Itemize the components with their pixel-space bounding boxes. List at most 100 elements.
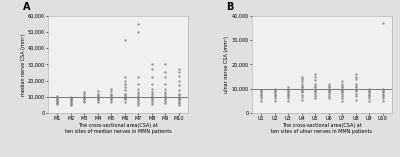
- X-axis label: The cross-sectional area(CSA) at
ten sites of median nerves in MMN patients: The cross-sectional area(CSA) at ten sit…: [65, 123, 172, 134]
- Point: [122, 79, 128, 82]
- Point: [325, 86, 332, 89]
- Point: [339, 86, 345, 89]
- Point: [258, 100, 264, 102]
- Point: [108, 99, 115, 101]
- Point: [54, 96, 61, 99]
- Point: [325, 85, 332, 88]
- Point: [149, 99, 155, 101]
- Point: [352, 90, 359, 92]
- Point: [258, 91, 264, 94]
- Point: [135, 23, 142, 25]
- Point: [298, 86, 305, 89]
- Point: [95, 92, 101, 95]
- Point: [312, 97, 318, 100]
- Point: [68, 96, 74, 98]
- Point: [95, 95, 101, 97]
- Point: [149, 63, 155, 66]
- Point: [149, 97, 155, 100]
- Point: [325, 92, 332, 95]
- Point: [298, 87, 305, 90]
- Point: [54, 99, 61, 101]
- Point: [312, 85, 318, 88]
- Point: [298, 90, 305, 92]
- Point: [366, 94, 372, 96]
- Point: [54, 96, 61, 98]
- Point: [162, 71, 169, 74]
- Point: [54, 100, 61, 103]
- Point: [352, 73, 359, 75]
- Point: [298, 83, 305, 85]
- Point: [298, 80, 305, 83]
- Point: [379, 91, 386, 94]
- Point: [162, 76, 169, 79]
- Point: [379, 97, 386, 100]
- Point: [285, 97, 291, 100]
- Point: [298, 91, 305, 94]
- Point: [325, 91, 332, 94]
- Point: [271, 89, 278, 91]
- Point: [352, 85, 359, 88]
- Point: [325, 83, 332, 85]
- Point: [258, 90, 264, 92]
- Point: [135, 104, 142, 106]
- Point: [135, 83, 142, 85]
- Point: [135, 99, 142, 101]
- Point: [162, 87, 169, 90]
- Point: [339, 92, 345, 95]
- Point: [352, 83, 359, 85]
- Y-axis label: ulnar nerve CSA (mm²): ulnar nerve CSA (mm²): [224, 36, 229, 93]
- Point: [176, 68, 182, 70]
- Point: [122, 76, 128, 79]
- Point: [68, 96, 74, 99]
- Point: [135, 95, 142, 97]
- Point: [271, 100, 278, 102]
- Point: [176, 84, 182, 87]
- Point: [379, 92, 386, 95]
- Point: [149, 100, 155, 103]
- Point: [325, 90, 332, 92]
- Point: [122, 86, 128, 88]
- Point: [379, 90, 386, 92]
- Point: [352, 78, 359, 80]
- Point: [366, 100, 372, 102]
- Point: [339, 83, 345, 85]
- Point: [135, 102, 142, 105]
- Point: [108, 94, 115, 96]
- Point: [366, 87, 372, 90]
- Point: [339, 100, 345, 102]
- Point: [149, 103, 155, 105]
- Point: [339, 95, 345, 97]
- Point: [81, 91, 88, 93]
- Point: [271, 97, 278, 100]
- Point: [258, 97, 264, 100]
- Point: [122, 39, 128, 41]
- Point: [68, 97, 74, 100]
- Point: [352, 86, 359, 89]
- Point: [135, 97, 142, 100]
- Point: [81, 93, 88, 96]
- Point: [135, 87, 142, 90]
- Point: [285, 87, 291, 90]
- Point: [312, 83, 318, 85]
- Point: [285, 86, 291, 89]
- Point: [271, 94, 278, 96]
- Point: [54, 95, 61, 97]
- Point: [81, 97, 88, 100]
- Point: [122, 96, 128, 98]
- Point: [122, 95, 128, 97]
- Point: [108, 90, 115, 92]
- Point: [312, 75, 318, 78]
- Point: [352, 87, 359, 90]
- Point: [271, 91, 278, 94]
- Point: [176, 104, 182, 106]
- Point: [149, 93, 155, 96]
- Point: [366, 90, 372, 92]
- Point: [68, 99, 74, 101]
- Point: [149, 96, 155, 98]
- Point: [162, 95, 169, 97]
- Point: [176, 97, 182, 100]
- Point: [176, 98, 182, 100]
- Point: [81, 96, 88, 98]
- Point: [108, 96, 115, 99]
- Point: [149, 83, 155, 85]
